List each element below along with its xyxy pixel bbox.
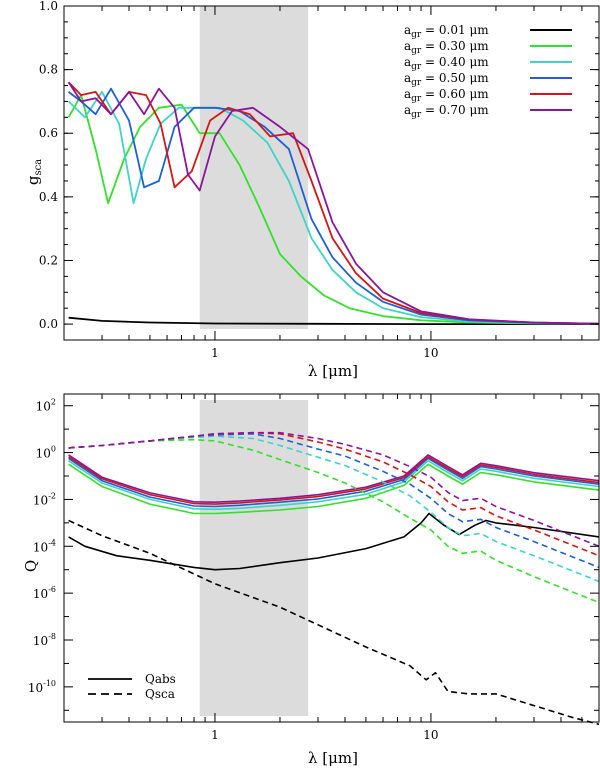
q-panel: 1 10 102 100 10-2 10-4 10-6 10-8 10-10 λ [μm] Q…: [22, 393, 600, 767]
series-line: [68, 431, 600, 557]
x-tick-labels: 1 10: [211, 728, 438, 742]
y-axis-label: Q: [22, 560, 40, 572]
y-tick-label: 0.8: [39, 63, 58, 77]
y-tick-label: 102: [36, 398, 56, 414]
legend-label: Qabs: [145, 672, 176, 686]
x-tick-label: 1: [211, 728, 219, 742]
series-line: [68, 460, 600, 511]
gsca-series-group: [67, 81, 600, 325]
shaded-band: [199, 6, 309, 329]
y-tick-labels: 102 100 10-2 10-4 10-6 10-8 10-10: [28, 398, 56, 695]
y-axis-label: gsca: [24, 159, 44, 185]
y-tick-label: 10-2: [33, 491, 56, 507]
y-tick-label: 0.6: [39, 126, 58, 140]
series-line: [68, 519, 600, 726]
x-tick-labels: 1 10: [211, 346, 438, 360]
x-axis-label: λ [μm]: [308, 749, 358, 767]
q-series-group: [68, 431, 600, 726]
shaded-band: [199, 400, 309, 716]
x-tick-label: 1: [211, 346, 219, 360]
legend-label: agr = 0.40 μm: [404, 55, 489, 72]
y-tick-label: 10-8: [33, 632, 56, 648]
gsca-panel: 1 10 0.0 0.2 0.4 0.6 0.8 1.0 λ [μm] gsca agr =…: [24, 0, 600, 380]
y-tick-label: 10-10: [28, 679, 56, 695]
y-tick-label: 10-4: [33, 538, 56, 554]
series-line: [68, 438, 600, 604]
y-tick-label: 10-6: [33, 585, 56, 601]
x-tick-label: 10: [423, 346, 438, 360]
series-line: [68, 433, 600, 569]
series-line: [68, 457, 600, 508]
legend-label: agr = 0.50 μm: [404, 71, 489, 88]
y-tick-label: 0.0: [39, 317, 58, 331]
x-tick-label: 10: [423, 728, 438, 742]
series-line: [68, 463, 600, 515]
series-line: [68, 512, 600, 571]
legend-label: agr = 0.70 μm: [404, 103, 489, 120]
plot-frame: [63, 393, 600, 723]
series-line: [68, 431, 600, 548]
series-line: [67, 94, 600, 325]
legend-label: Qsca: [145, 687, 175, 701]
axis-ticks: [63, 5, 600, 341]
series-line: [68, 456, 600, 505]
series-line: [68, 454, 600, 503]
y-tick-label: 1.0: [39, 0, 58, 13]
legend-label: agr = 0.30 μm: [404, 39, 489, 56]
axis-ticks: [63, 394, 600, 722]
series-line: [68, 316, 599, 325]
y-tick-label: 100: [36, 445, 56, 461]
legend-label: agr = 0.60 μm: [404, 87, 489, 104]
series-line: [67, 91, 600, 325]
y-tick-labels: 0.0 0.2 0.4 0.6 0.8 1.0: [39, 0, 58, 331]
series-line: [67, 81, 600, 325]
legend-label: agr = 0.01 μm: [404, 23, 489, 40]
y-tick-label: 0.2: [39, 253, 58, 267]
y-tick-label: 0.4: [39, 190, 58, 204]
x-axis-label: λ [μm]: [308, 362, 358, 380]
series-line: [68, 435, 600, 583]
plot-frame: [63, 5, 600, 341]
